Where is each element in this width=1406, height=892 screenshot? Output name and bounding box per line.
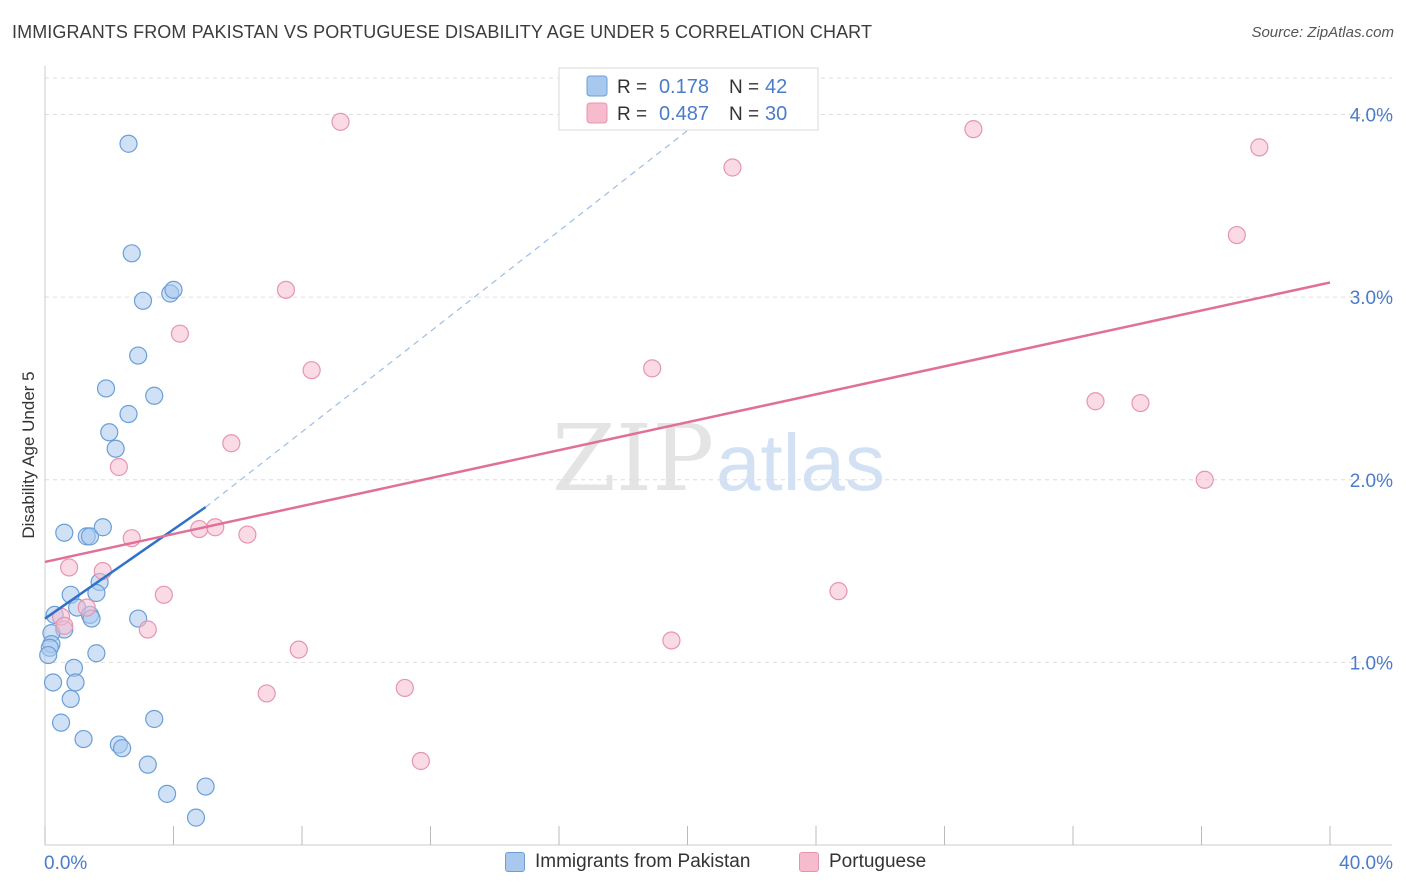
stats-n-value: 30	[765, 103, 787, 125]
point-portuguese	[138, 620, 157, 639]
point-pakistan	[80, 527, 100, 546]
y-tick-label: 4.0%	[1350, 106, 1393, 127]
point-pakistan	[74, 729, 93, 749]
stats-n-label: N =	[729, 77, 759, 98]
legend-swatch-pink	[799, 852, 819, 872]
point-pakistan	[87, 644, 106, 663]
point-pakistan	[145, 709, 164, 729]
point-portuguese	[222, 434, 241, 453]
point-pakistan	[39, 645, 58, 665]
legend-label-pakistan: Immigrants from Pakistan	[535, 851, 751, 872]
point-pakistan	[51, 713, 71, 732]
point-pakistan	[100, 423, 119, 442]
stats-r-label: R =	[617, 77, 647, 98]
y-tick-label: 1.0%	[1350, 653, 1393, 674]
point-portuguese	[109, 457, 128, 477]
legend-swatch-blue	[505, 852, 525, 872]
point-pakistan	[55, 523, 74, 542]
bottom-legend: Immigrants from Pakistan Portuguese	[0, 851, 1406, 879]
point-portuguese	[964, 120, 983, 139]
point-pakistan	[66, 673, 85, 692]
point-portuguese	[723, 158, 742, 177]
point-pakistan	[164, 280, 183, 299]
point-portuguese	[1250, 138, 1269, 157]
point-portuguese	[289, 640, 308, 659]
watermark-atlas: atlas	[716, 418, 885, 507]
point-pakistan	[196, 777, 215, 796]
point-portuguese	[829, 582, 848, 601]
point-portuguese	[55, 616, 74, 635]
point-pakistan	[93, 518, 112, 537]
stats-r-value: 0.178	[659, 76, 709, 98]
trend-line-pakistan-extrapolated	[205, 104, 720, 508]
point-pakistan	[186, 808, 206, 827]
point-pakistan	[112, 739, 132, 758]
legend-item-pakistan[interactable]: Immigrants from Pakistan	[505, 851, 750, 873]
point-portuguese	[395, 678, 414, 698]
stats-swatch-blue	[586, 75, 608, 97]
point-portuguese	[411, 751, 430, 771]
point-portuguese	[1086, 392, 1105, 411]
point-pakistan	[119, 404, 138, 424]
legend-item-portuguese[interactable]: Portuguese	[799, 851, 926, 873]
point-portuguese	[238, 525, 257, 544]
point-pakistan	[145, 386, 164, 405]
y-axis-label: Disability Age Under 5	[19, 371, 38, 538]
point-portuguese	[154, 585, 173, 604]
point-portuguese	[170, 324, 190, 343]
point-portuguese	[257, 684, 276, 703]
point-portuguese	[77, 598, 96, 617]
point-pakistan	[43, 673, 63, 692]
point-portuguese	[643, 359, 662, 378]
point-portuguese	[662, 631, 681, 650]
point-portuguese	[1227, 225, 1246, 245]
stats-r-label: R =	[617, 104, 647, 125]
point-pakistan	[119, 134, 138, 153]
point-pakistan	[157, 784, 177, 803]
point-pakistan	[96, 379, 116, 398]
point-pakistan	[138, 755, 157, 774]
source-label: Source: ZipAtlas.com	[1251, 24, 1394, 41]
point-pakistan	[61, 689, 80, 709]
y-tick-label: 3.0%	[1350, 288, 1393, 309]
chart-title: IMMIGRANTS FROM PAKISTAN VS PORTUGUESE D…	[12, 22, 873, 42]
x-tick-label: 0.0%	[44, 853, 87, 874]
legend-label-portuguese: Portuguese	[829, 851, 927, 872]
point-pakistan	[133, 291, 153, 310]
point-portuguese	[276, 280, 296, 299]
trend-line-portuguese	[44, 281, 1331, 564]
stats-r-value: 0.487	[659, 103, 709, 125]
trend-line-pakistan	[44, 506, 207, 620]
stats-n-value: 42	[765, 76, 787, 98]
y-tick-label: 2.0%	[1350, 471, 1393, 492]
point-pakistan	[129, 346, 148, 365]
stats-swatch-pink	[586, 102, 608, 124]
point-portuguese	[302, 361, 321, 380]
point-portuguese	[331, 112, 350, 131]
point-portuguese	[59, 558, 79, 577]
x-tick-label: 40.0%	[1339, 853, 1393, 874]
point-pakistan	[122, 244, 141, 263]
point-pakistan	[106, 439, 125, 458]
point-portuguese	[1195, 470, 1214, 489]
point-portuguese	[1131, 393, 1150, 413]
point-pakistan	[87, 583, 106, 603]
stats-n-label: N =	[729, 104, 759, 125]
